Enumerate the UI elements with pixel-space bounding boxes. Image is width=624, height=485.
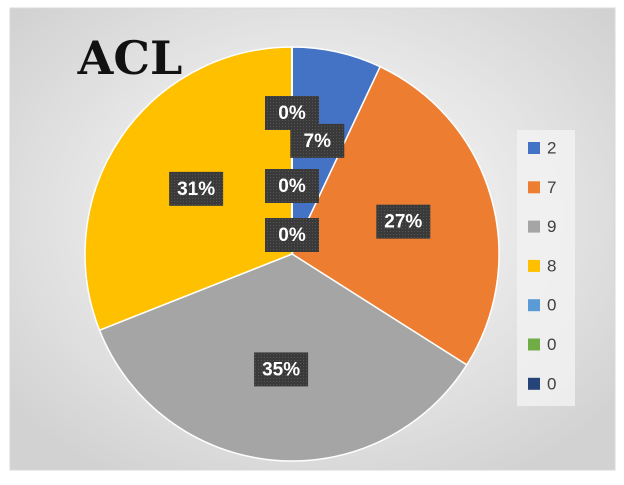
legend-label: 0: [547, 296, 556, 315]
data-label-box: [169, 171, 224, 206]
legend-swatch: [528, 142, 540, 154]
data-label: 31%: [177, 179, 215, 200]
legend-label: 9: [547, 217, 556, 236]
data-label: 0%: [278, 103, 306, 124]
data-label-box: [376, 204, 431, 239]
legend-label: 0: [547, 335, 556, 354]
legend-swatch: [528, 259, 540, 272]
legend-box: [517, 130, 575, 406]
data-labels: 7% 27% 35% 31% 0% 0% 0%: [169, 96, 431, 387]
data-label: 7%: [304, 131, 332, 152]
legend-label: 2: [547, 138, 556, 157]
legend-swatch: [528, 377, 540, 390]
data-label-box: [265, 218, 319, 252]
legend-swatch: [528, 181, 540, 194]
legend-swatch: [528, 220, 540, 233]
legend-swatch: [528, 338, 540, 351]
data-label: 27%: [384, 212, 422, 233]
legend: 2 7 9 8 0 0 0: [528, 138, 556, 393]
data-label-box: [254, 352, 309, 387]
legend-label: 8: [547, 256, 556, 275]
data-label: 0%: [278, 225, 306, 246]
chart-title: ACL: [77, 31, 183, 85]
legend-swatch: [528, 299, 540, 312]
data-label: 0%: [278, 176, 306, 197]
data-label-box: [265, 96, 319, 130]
legend-label: 0: [547, 374, 556, 393]
data-label: 35%: [262, 359, 300, 380]
data-label-box: [265, 169, 319, 203]
legend-label: 7: [547, 178, 556, 197]
